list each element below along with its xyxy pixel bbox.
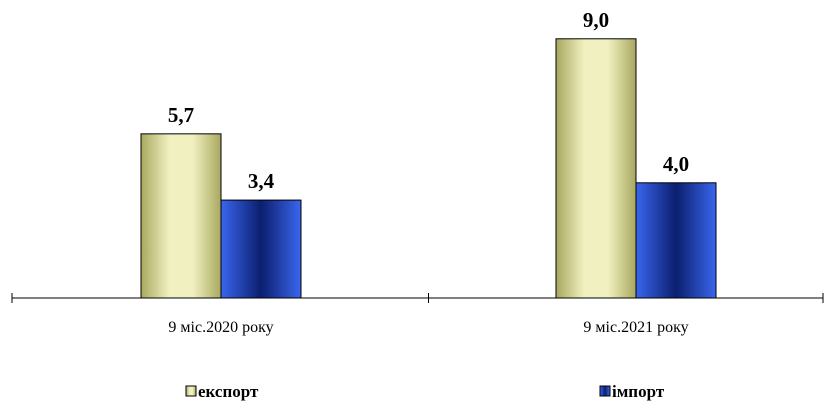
x-axis: 9 міс.2020 року 9 міс.2021 року	[11, 293, 824, 336]
data-label-export-2: 9,0	[583, 8, 609, 32]
category-label-2: 9 міс.2021 року	[583, 319, 688, 336]
category-label-1: 9 міс.2020 року	[168, 319, 273, 336]
legend-label-import: імпорт	[612, 382, 665, 401]
legend-swatch-import	[599, 385, 611, 397]
data-label-import-1: 3,4	[248, 169, 275, 193]
bars-layer	[140, 38, 717, 299]
bar-export-2	[555, 38, 637, 299]
bar-import-1	[220, 199, 302, 299]
legend: експорт імпорт	[185, 382, 665, 401]
data-label-import-2: 4,0	[663, 152, 689, 176]
bar-export-1	[140, 133, 222, 299]
data-labels-layer: 5,7 3,4 9,0 4,0	[168, 8, 689, 193]
data-label-export-1: 5,7	[168, 103, 194, 127]
legend-label-export: експорт	[198, 382, 259, 401]
bar-import-2	[635, 182, 717, 299]
legend-swatch-export	[185, 385, 197, 397]
